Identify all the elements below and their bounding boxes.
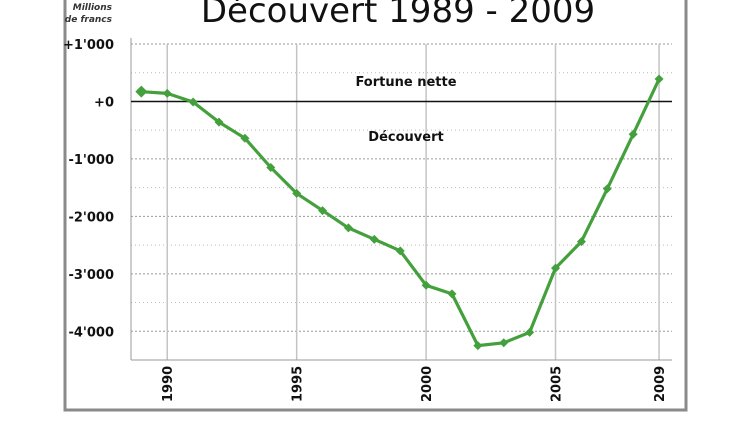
unit-label-line-1: Millions — [73, 3, 113, 13]
data-point-1998 — [369, 234, 379, 244]
data-point-1993 — [240, 133, 250, 143]
data-point-1991 — [188, 97, 198, 107]
zone-label-decouvert: Découvert — [368, 130, 443, 145]
x-tick-label-2000: 2000 — [420, 366, 435, 402]
chart-border — [63, 0, 688, 412]
data-point-2008 — [628, 129, 638, 139]
data-point-2001 — [447, 289, 457, 299]
data-point-2000 — [421, 280, 431, 290]
data-point-1990 — [162, 88, 172, 98]
y-tick-label-3: -2'000 — [68, 210, 114, 225]
y-tick-label-2: -1'000 — [68, 153, 114, 168]
data-point-1992 — [214, 117, 224, 127]
y-tick-label-0: +1'000 — [63, 38, 114, 53]
data-point-1989 — [135, 85, 148, 98]
data-point-2004 — [525, 327, 535, 337]
chart-title: Découvert 1989 - 2009 — [201, 0, 595, 31]
data-point-2003 — [499, 338, 509, 348]
data-point-1995 — [292, 188, 302, 198]
zone-label-fortune-nette: Fortune nette — [355, 75, 456, 90]
data-point-1999 — [395, 246, 405, 256]
y-tick-label-4: -3'000 — [68, 268, 114, 283]
data-point-2005 — [551, 263, 561, 273]
frame-border — [63, 0, 688, 412]
data-point-1997 — [343, 223, 353, 233]
x-tick-label-1990: 1990 — [161, 366, 176, 402]
grid-lines — [130, 38, 672, 361]
x-tick-label-1995: 1995 — [291, 366, 306, 402]
data-point-2002 — [473, 341, 483, 351]
y-tick-label-1: +0 — [94, 95, 114, 110]
data-point-1996 — [318, 206, 328, 216]
series-markers — [135, 74, 664, 351]
data-point-2007 — [602, 184, 612, 194]
chart-text: Découvert 1989 - 2009 Millions de francs… — [63, 0, 668, 402]
data-point-2006 — [576, 237, 586, 247]
unit-label-line-2: de francs — [65, 15, 113, 25]
data-point-2009 — [654, 74, 664, 84]
x-tick-label-2005: 2005 — [550, 366, 565, 402]
x-tick-label-2009: 2009 — [653, 366, 668, 402]
y-tick-label-5: -4'000 — [68, 325, 114, 340]
data-point-1994 — [266, 163, 276, 173]
